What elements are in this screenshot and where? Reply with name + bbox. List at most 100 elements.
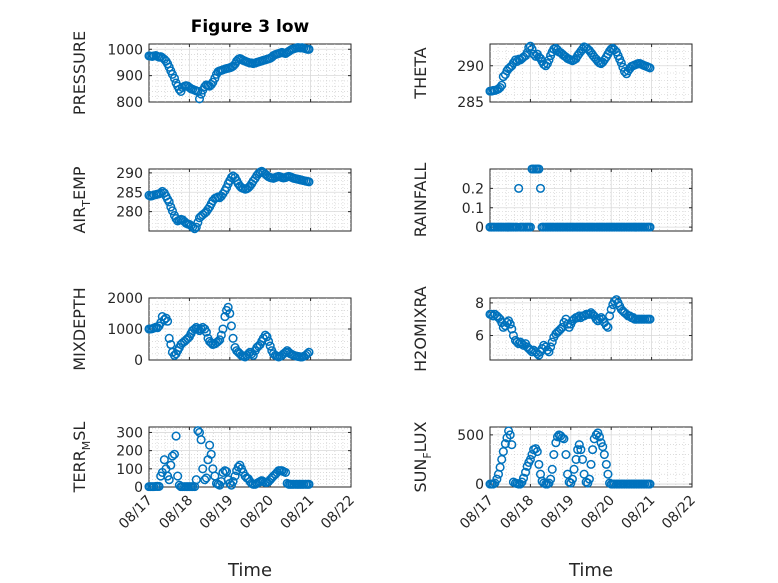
data-point bbox=[534, 459, 544, 469]
x-tick-label: 08/19 bbox=[197, 493, 237, 533]
data-point bbox=[264, 336, 274, 346]
data-point bbox=[573, 445, 583, 455]
data-point bbox=[166, 460, 176, 470]
data-point bbox=[163, 316, 173, 326]
data-point bbox=[159, 455, 169, 465]
data-point bbox=[645, 479, 655, 489]
data-point bbox=[216, 330, 226, 340]
data-point bbox=[226, 321, 236, 331]
x-tick-label: 08/17 bbox=[116, 493, 156, 533]
data-point bbox=[577, 454, 588, 465]
data-point bbox=[193, 426, 203, 436]
data-point bbox=[567, 474, 577, 484]
data-point bbox=[206, 449, 216, 459]
y-axis-label: AIRTEMP bbox=[70, 166, 93, 233]
data-point bbox=[525, 454, 535, 465]
data-point bbox=[594, 432, 605, 442]
data-point bbox=[198, 464, 208, 474]
data-point bbox=[248, 350, 258, 360]
data-point bbox=[194, 94, 205, 104]
data-point bbox=[584, 474, 594, 484]
data-point bbox=[616, 58, 626, 68]
data-point bbox=[576, 445, 586, 455]
data-point bbox=[549, 449, 559, 460]
data-point bbox=[546, 342, 556, 352]
data-point bbox=[164, 475, 174, 485]
data-point bbox=[547, 464, 557, 474]
data-point bbox=[225, 308, 235, 319]
data-point bbox=[546, 474, 556, 484]
y-tick-label: 0.2 bbox=[462, 181, 484, 197]
y-tick-label: 290 bbox=[457, 59, 484, 75]
data-point bbox=[645, 314, 655, 324]
y-axis-label: RAINFALL bbox=[411, 163, 430, 238]
y-tick-label: 300 bbox=[116, 425, 143, 441]
y-tick-label: 900 bbox=[116, 69, 143, 85]
data-point bbox=[228, 333, 238, 343]
y-tick-label: 8 bbox=[475, 296, 484, 312]
subplot-1: 800 900 1000 PRESSURE Figure 3 low bbox=[70, 17, 352, 115]
data-point bbox=[601, 459, 611, 469]
data-point bbox=[215, 335, 225, 345]
y-tick-label: 290 bbox=[116, 166, 143, 182]
x-tick-label: 08/20 bbox=[237, 493, 277, 533]
data-point bbox=[191, 222, 201, 232]
data-point bbox=[539, 59, 549, 69]
data-point bbox=[591, 314, 601, 324]
data-point bbox=[228, 476, 238, 487]
subplot-5: 0 1000 2000 MIXDEPTH bbox=[70, 287, 352, 371]
data-point bbox=[262, 332, 272, 342]
y-axis-label: THETA bbox=[411, 47, 430, 99]
data-point bbox=[525, 222, 535, 232]
data-point bbox=[201, 473, 211, 483]
data-point bbox=[495, 82, 505, 93]
y-axis-label: SUNFLUX bbox=[411, 421, 434, 492]
subplot-3: 280 285 290 AIRTEMP bbox=[70, 166, 352, 234]
data-point bbox=[302, 349, 312, 359]
x-tick-label: 08/21 bbox=[278, 493, 318, 533]
y-tick-label: 0 bbox=[475, 477, 484, 493]
y-tick-label: 6 bbox=[475, 329, 484, 345]
y-tick-label: 285 bbox=[116, 185, 143, 201]
data-point bbox=[588, 445, 598, 455]
data-point bbox=[645, 63, 655, 73]
data-point bbox=[169, 449, 180, 459]
data-point bbox=[574, 440, 584, 450]
data-point bbox=[605, 311, 615, 321]
data-point bbox=[551, 438, 561, 448]
data-point bbox=[190, 324, 200, 334]
y-tick-label: 280 bbox=[116, 205, 143, 221]
data-point bbox=[167, 206, 177, 216]
data-point bbox=[164, 333, 174, 343]
x-tick-label: 08/18 bbox=[497, 493, 537, 533]
data-point bbox=[205, 440, 215, 450]
y-axis-label: H2OMIXRA bbox=[411, 286, 430, 372]
x-tick-label: 08/22 bbox=[659, 493, 699, 533]
y-tick-label: 0 bbox=[134, 353, 143, 369]
data-point bbox=[547, 337, 557, 347]
data-point bbox=[169, 73, 180, 83]
data-point bbox=[167, 451, 177, 461]
data-point bbox=[218, 467, 228, 478]
data-point bbox=[527, 44, 537, 54]
data-point bbox=[507, 440, 517, 450]
data-point bbox=[188, 222, 198, 232]
y-tick-label: 800 bbox=[116, 95, 143, 111]
data-point bbox=[535, 183, 546, 193]
data-point bbox=[569, 464, 579, 474]
y-axis-label: MIXDEPTH bbox=[70, 287, 89, 370]
data-point bbox=[603, 322, 613, 332]
data-point bbox=[512, 222, 522, 232]
y-tick-label: 200 bbox=[116, 444, 143, 460]
data-point bbox=[281, 467, 291, 478]
data-point bbox=[601, 321, 611, 331]
data-point bbox=[304, 347, 314, 357]
data-point bbox=[518, 473, 529, 483]
data-point bbox=[154, 481, 164, 492]
data-point bbox=[505, 430, 515, 440]
y-tick-label: 2000 bbox=[107, 291, 143, 307]
data-point bbox=[304, 44, 314, 54]
data-point bbox=[500, 439, 510, 449]
data-point bbox=[223, 302, 233, 312]
